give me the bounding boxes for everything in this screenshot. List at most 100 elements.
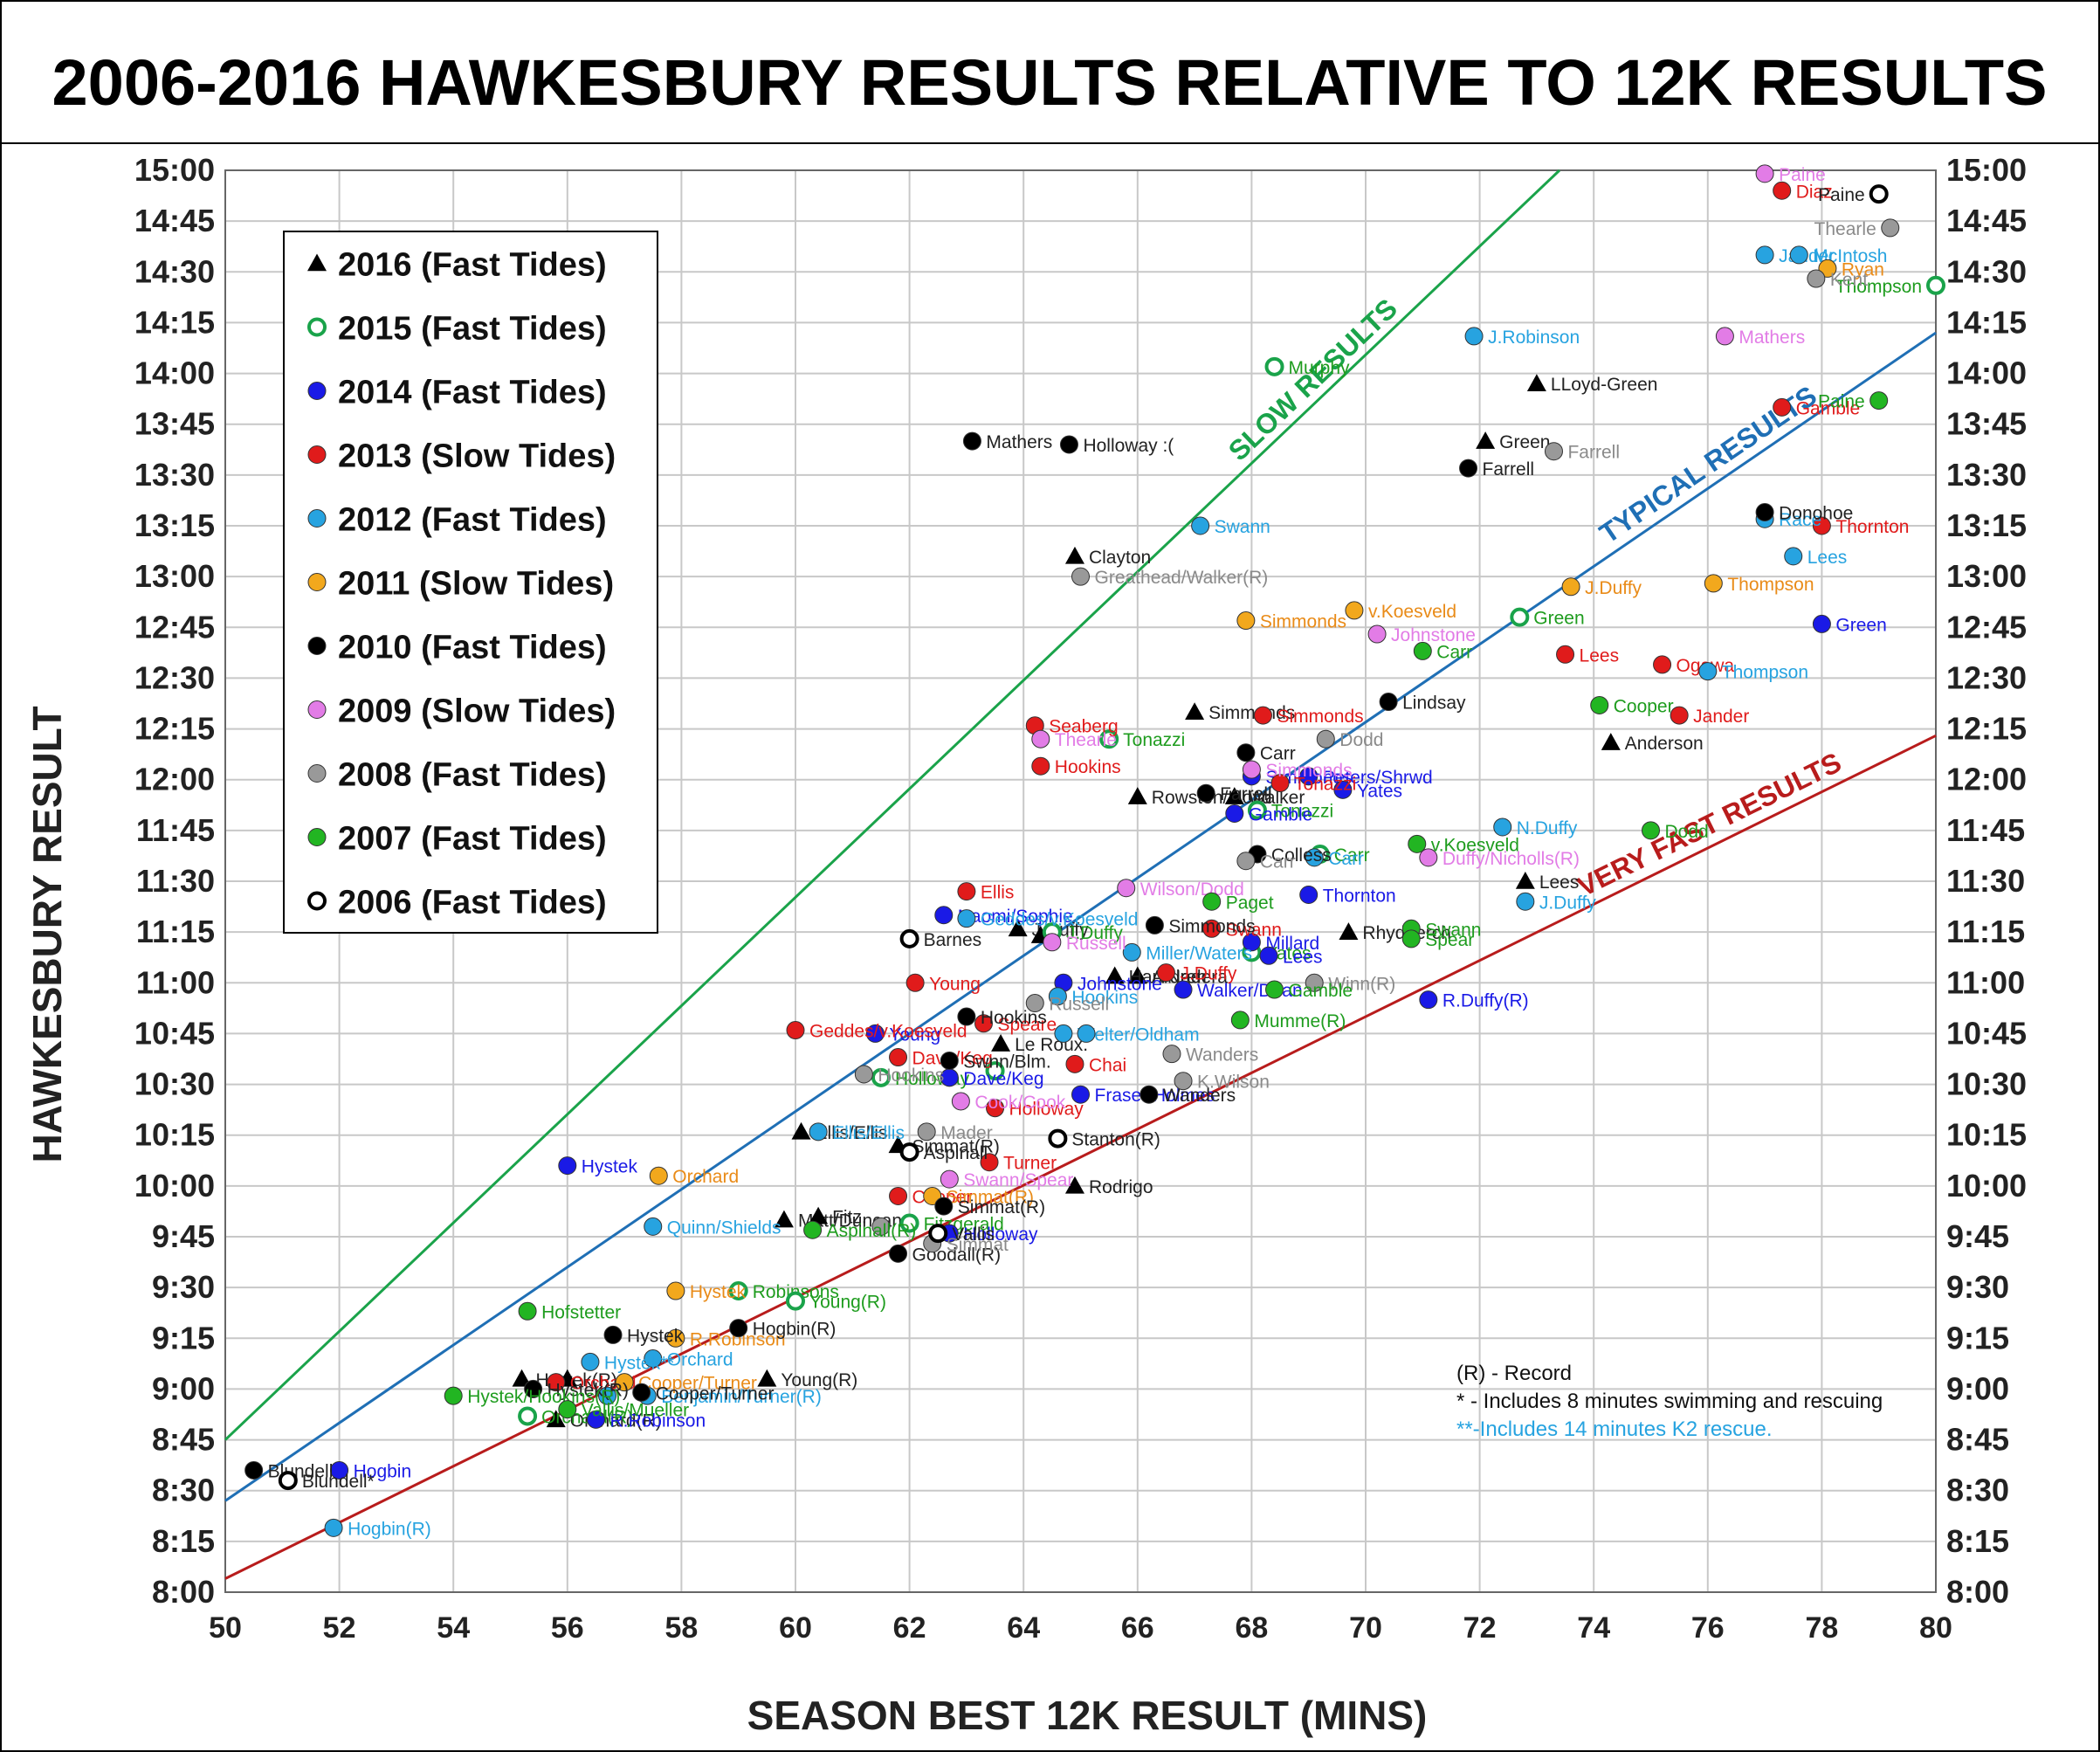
data-point-label: Tonazzi xyxy=(1271,802,1333,822)
y-tick-label-left: 11:30 xyxy=(136,863,215,899)
y-tick-label-left: 9:30 xyxy=(152,1269,215,1305)
data-point: Ellis/Ellis xyxy=(791,1121,887,1143)
legend-entry: 2007 (Fast Tides) xyxy=(307,821,607,858)
data-point-label: Orchard xyxy=(667,1350,733,1370)
data-point-marker xyxy=(518,1301,537,1321)
y-tick-label-right: 8:00 xyxy=(1946,1574,2009,1610)
data-point: Hookins xyxy=(1048,987,1138,1008)
data-point-marker xyxy=(644,1349,663,1369)
data-point: Spear xyxy=(1401,929,1474,950)
data-point-marker xyxy=(512,1369,532,1387)
y-tick-label-right: 9:30 xyxy=(1946,1269,2009,1305)
data-point-label: J.Robinson xyxy=(1488,328,1580,348)
data-point-marker xyxy=(1510,607,1530,627)
data-point-marker xyxy=(1059,435,1078,454)
legend-label: 2011 (Slow Tides) xyxy=(338,566,614,603)
data-point: Diaz xyxy=(1773,181,1833,202)
data-point: Cook/Cook xyxy=(951,1092,1066,1113)
data-point-marker xyxy=(1493,817,1512,837)
data-point: Tonazzi xyxy=(1099,729,1185,750)
data-point-marker xyxy=(905,973,925,992)
data-point-label: Young(R) xyxy=(809,1293,886,1313)
data-point-marker xyxy=(244,1460,264,1480)
plot-border xyxy=(224,169,1937,1593)
data-point-label: Holloway xyxy=(963,1224,1038,1245)
data-point-marker xyxy=(957,909,976,928)
data-point-marker xyxy=(899,1213,919,1233)
data-point-marker xyxy=(1242,933,1261,952)
data-point: Geddes/v.Koesveld xyxy=(957,909,1138,930)
data-point-label: Paget xyxy=(1226,893,1274,913)
data-point: Hofstetter xyxy=(518,1301,621,1322)
data-point: v.Koesveld xyxy=(1408,834,1519,855)
data-point-marker xyxy=(1054,1024,1073,1043)
x-axis-label: SEASON BEST 12K RESULT (MINS) xyxy=(747,1693,1428,1738)
footnote: **-Includes 14 minutes K2 rescue. xyxy=(1456,1417,1773,1441)
y-tick-label-left: 12:15 xyxy=(134,711,215,747)
y-tick-label-right: 10:45 xyxy=(1946,1015,2027,1051)
data-point: Vallis/Mueller xyxy=(558,1400,689,1421)
data-point-label: Hystek xyxy=(690,1282,747,1302)
data-point: Welter/Oldham xyxy=(1054,1024,1200,1045)
data-point-marker xyxy=(1071,567,1090,586)
data-point: Simmonds xyxy=(1185,702,1295,723)
data-point-label: Hookins xyxy=(1071,988,1138,1008)
data-point: v.Koesveld xyxy=(1345,601,1456,622)
data-point: Wilson/Dodd xyxy=(1117,879,1244,900)
data-point: Carr xyxy=(1236,743,1296,764)
data-point-marker xyxy=(728,1281,748,1301)
data-point-label: Peters/Shrwd xyxy=(1323,768,1433,788)
data-point: Tonazzi xyxy=(1270,774,1356,795)
data-point-label: Donohoe xyxy=(1779,503,1853,523)
data-point-label: Green xyxy=(1499,432,1550,452)
data-point: Wanders xyxy=(1162,1045,1258,1066)
data-point: Thompson xyxy=(1835,275,1945,297)
data-point-marker xyxy=(547,1373,566,1392)
data-point-marker xyxy=(928,1224,948,1244)
data-point-marker xyxy=(1077,1024,1096,1043)
data-point-label: Hogbin(R) xyxy=(348,1519,431,1539)
data-point: Cooper/Turner xyxy=(615,1373,757,1394)
data-point: Tonazzi xyxy=(1247,800,1333,822)
data-point-marker xyxy=(1755,502,1774,521)
data-point-marker xyxy=(1784,547,1803,566)
data-point-label: Chai xyxy=(1089,1055,1126,1075)
data-point-label: Cooper/Turner xyxy=(638,1374,757,1394)
data-point-label: v.Koesveld xyxy=(1431,835,1519,855)
data-point-label: Cooper xyxy=(1614,696,1674,716)
data-point-label: Vallis/Mueller xyxy=(582,1401,689,1421)
data-point-label: Carr xyxy=(1260,852,1296,873)
y-tick-label-right: 8:30 xyxy=(1946,1473,2009,1508)
data-point: Green xyxy=(1476,431,1551,452)
trend-line xyxy=(224,331,1937,1502)
x-tick-label: 78 xyxy=(1805,1611,1838,1645)
y-tick-label-right: 8:15 xyxy=(1946,1523,2009,1559)
data-point: Farrell xyxy=(1544,442,1620,463)
data-point-marker xyxy=(940,1051,959,1070)
chart-title: 2006-2016 HAWKESBURY RESULTS RELATIVE TO… xyxy=(52,46,2048,119)
data-point: Hookins xyxy=(957,1007,1047,1028)
data-point-label: Swann xyxy=(1226,920,1282,940)
data-point-marker xyxy=(1413,641,1432,660)
data-point: Han/Nadera xyxy=(1105,966,1228,988)
data-point-marker xyxy=(1064,1176,1084,1194)
x-tick-label: 52 xyxy=(323,1611,356,1645)
data-point-label: Clayton xyxy=(1089,548,1151,568)
data-point-marker xyxy=(558,1400,577,1419)
data-points: LLoyd-Green Green Clayton Simmonds Anderson R… xyxy=(244,164,1945,1539)
y-tick-label-right: 12:30 xyxy=(1946,659,2027,695)
y-tick-label-left: 14:00 xyxy=(134,355,215,391)
data-point: Farrell xyxy=(1196,783,1272,804)
legend-entry: 2016 (Fast Tides) xyxy=(307,247,607,284)
data-point-label: Cooper/Turner xyxy=(656,1383,775,1404)
data-point-marker xyxy=(581,1352,600,1371)
data-point-marker xyxy=(444,1386,463,1405)
data-point: Mathers xyxy=(1715,327,1805,348)
data-point-label: Russell xyxy=(1066,934,1126,954)
data-point-marker xyxy=(1755,245,1774,265)
data-point-label: Spear xyxy=(1425,930,1474,950)
y-tick-label-left: 13:45 xyxy=(134,406,215,442)
data-point-marker xyxy=(1156,963,1175,983)
y-tick-label-right: 14:30 xyxy=(1946,253,2027,289)
data-point-marker xyxy=(899,1142,919,1162)
